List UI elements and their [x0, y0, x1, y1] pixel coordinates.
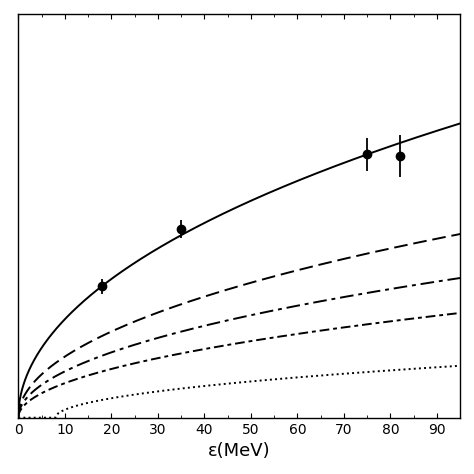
X-axis label: ε(MeV): ε(MeV)	[208, 442, 271, 460]
